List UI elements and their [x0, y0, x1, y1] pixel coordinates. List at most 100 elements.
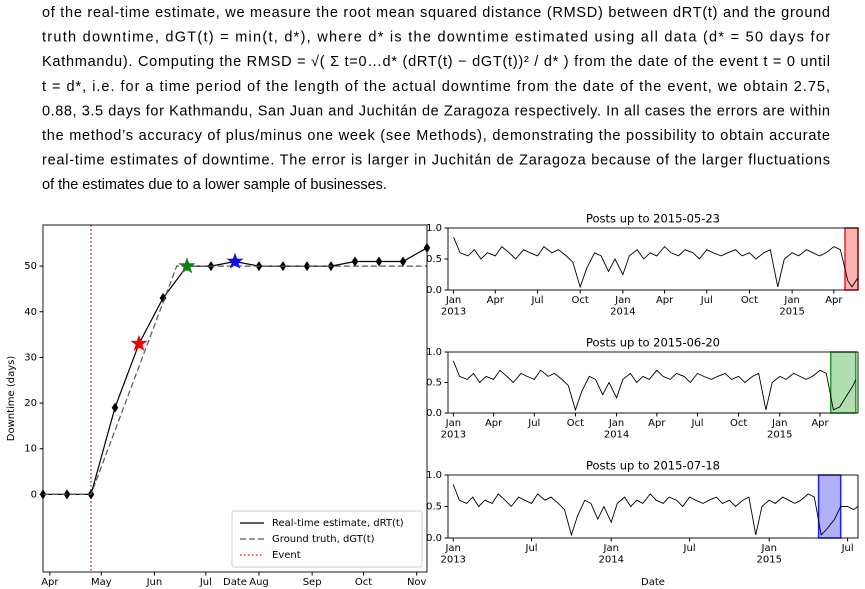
- y-tick-label: 10: [24, 444, 37, 455]
- x-tick-label: Jan 2014: [598, 543, 623, 566]
- axes-frame: [447, 351, 859, 414]
- x-tick-label: Jul: [530, 295, 543, 306]
- x-tick-label: Sep: [303, 577, 322, 588]
- paragraph-line: t = d*, i.e. for a time period of the le…: [42, 79, 830, 95]
- tick-label-line: 2013: [441, 307, 466, 318]
- x-tick-label: Apr: [485, 418, 503, 429]
- series-line: [452, 484, 859, 537]
- diamond-marker: [159, 293, 167, 304]
- legend-label: Event: [272, 550, 301, 561]
- paragraph-line: of the real-time estimate, we measure th…: [42, 5, 830, 21]
- tick-label-line: 2014: [604, 430, 629, 441]
- chart-title: Posts up to 2015-05-23: [586, 212, 720, 226]
- x-tick-label: Jan 2014: [610, 295, 635, 318]
- star-marker: [178, 257, 196, 274]
- x-tick-label: Jan 2015: [779, 295, 804, 318]
- tick-label-line: 2014: [598, 555, 623, 566]
- series-line: [43, 265, 427, 495]
- x-tick-label: Oct: [572, 295, 589, 306]
- x-tick-label: Jan 2015: [767, 418, 792, 441]
- chart-title: Posts up to 2015-07-18: [586, 459, 720, 473]
- tick-label-line: 2013: [440, 555, 465, 566]
- x-axis-label: Date: [223, 577, 247, 588]
- y-tick-label: 0: [31, 489, 37, 500]
- x-tick-label: Nov: [407, 577, 427, 588]
- x-tick-label: Jul: [527, 418, 540, 429]
- x-tick-label: Apr: [825, 295, 843, 306]
- tick-label-line: Jan: [603, 543, 619, 554]
- tick-label-line: 2015: [779, 307, 804, 318]
- paragraph-line: the method’s accuracy of plus/minus one …: [42, 128, 830, 144]
- tick-label-line: Apr: [41, 577, 59, 588]
- y-tick-label: 0.5: [426, 378, 442, 389]
- y-tick-label: 1.0: [426, 470, 442, 481]
- y-tick-label: 40: [24, 307, 37, 318]
- paragraph-line: 0.88, 3.5 days for Kathmandu, San Juan a…: [42, 103, 830, 119]
- paragraph-line: truth downtime, dGT(t) = min(t, d*), whe…: [42, 30, 830, 46]
- y-tick-label: 0.5: [426, 254, 442, 265]
- x-tick-label: Jul: [525, 543, 538, 554]
- x-tick-label: Jan 2013: [440, 543, 465, 566]
- tick-label-line: 2015: [757, 555, 782, 566]
- chart-title: Posts up to 2015-06-20: [586, 336, 720, 350]
- tick-label-line: Jan: [445, 295, 461, 306]
- y-tick-label: 1.0: [426, 347, 442, 358]
- tick-label-line: Jan: [445, 418, 461, 429]
- y-tick-label: 50: [24, 261, 37, 272]
- tick-label-line: Jan: [761, 543, 777, 554]
- y-axis-label: Downtime (days): [6, 356, 17, 442]
- x-tick-label: Oct: [567, 418, 584, 429]
- x-tick-label: Jul: [199, 577, 212, 588]
- x-tick-label: Oct: [741, 295, 758, 306]
- axes-frame: [42, 224, 428, 573]
- x-tick-label: Jan 2013: [441, 295, 466, 318]
- x-tick-label: Apr: [656, 295, 674, 306]
- diamond-marker: [399, 256, 407, 267]
- tick-label-line: Jan: [614, 295, 630, 306]
- x-tick-label: Jun: [146, 577, 163, 588]
- shaded-region: [829, 351, 857, 414]
- legend-label: Ground truth, dGT(t): [272, 534, 375, 545]
- shaded-region: [817, 474, 842, 539]
- x-tick-label: May: [91, 577, 112, 588]
- star-marker: [130, 334, 148, 351]
- paragraph-line: real-time estimates of downtime. The err…: [42, 153, 830, 169]
- tick-label-line: Jan: [444, 543, 460, 554]
- y-tick-label: 1.0: [426, 223, 442, 234]
- paragraph-line: of the estimates due to a lower sample o…: [42, 177, 387, 193]
- diamond-marker: [111, 402, 119, 413]
- legend-label: Real-time estimate, dRT(t): [272, 518, 404, 529]
- axes-frame: [447, 227, 859, 291]
- y-tick-label: 0.0: [426, 285, 442, 296]
- x-tick-label: Apr2015: [37, 577, 62, 589]
- star-marker: [226, 252, 244, 269]
- legend-box: [231, 510, 423, 568]
- tick-label-line: 2013: [441, 430, 466, 441]
- series-line: [453, 237, 859, 289]
- diamond-marker: [375, 256, 383, 267]
- y-tick-label: 0.5: [426, 502, 442, 513]
- x-tick-label: Jan 2015: [757, 543, 782, 566]
- tick-label-line: 2015: [767, 430, 792, 441]
- diamond-marker: [351, 256, 359, 267]
- diamond-marker: [303, 261, 311, 272]
- series-line: [452, 360, 857, 412]
- x-tick-label: Apr: [648, 418, 666, 429]
- x-tick-label: Jul: [690, 418, 703, 429]
- axes-frame: [447, 474, 859, 539]
- tick-label-line: Jan: [608, 418, 624, 429]
- x-tick-label: Oct: [730, 418, 747, 429]
- x-tick-label: Jul: [683, 543, 696, 554]
- x-tick-label: Jul: [700, 295, 713, 306]
- tick-label-line: 2014: [610, 307, 635, 318]
- paragraph-line: Kathmandu). Computing the RMSD = √( Σ t=…: [42, 54, 830, 70]
- x-tick-label: Aug: [249, 577, 269, 588]
- y-tick-label: 0.0: [426, 408, 442, 419]
- tick-label-line: Jan: [771, 418, 787, 429]
- x-tick-label: Apr: [487, 295, 505, 306]
- x-tick-label: Jan 2014: [604, 418, 629, 441]
- x-tick-label: Apr: [811, 418, 829, 429]
- y-tick-label: 0.0: [426, 533, 442, 544]
